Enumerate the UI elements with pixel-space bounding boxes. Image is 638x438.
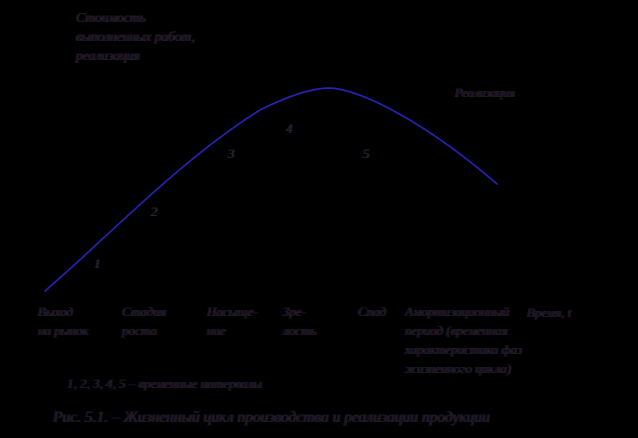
amortization-note-line1: Амортизационный <box>405 304 510 319</box>
stage-label-4-line2: лость <box>283 323 317 338</box>
sales-curve-path <box>44 87 498 292</box>
stage-number-1: 1 <box>94 256 101 271</box>
figure-caption: Рис. 5.1. – Жизненный цикл производства … <box>53 409 490 426</box>
amortization-note: Амортизационный период (временная характ… <box>405 302 522 378</box>
amortization-note-line2: период (временная <box>405 323 508 338</box>
amortization-note-line4: жизненного цикла) <box>405 361 512 376</box>
stage-label-1-line2: на рынок <box>38 323 89 338</box>
stage-label-3-line1: Насыще- <box>207 304 258 319</box>
stage-label-5-line1: Спад <box>358 304 387 319</box>
stage-number-2: 2 <box>151 204 158 219</box>
stage-label-1: Выход на рынок <box>38 302 89 340</box>
x-axis-label: Время, t <box>527 305 572 320</box>
stage-number-5: 5 <box>363 146 370 161</box>
stage-label-5: Спад <box>358 302 386 321</box>
stage-label-4: Зре- лость <box>283 302 316 340</box>
y-axis-label-line1: Стоимость <box>76 10 146 25</box>
stage-label-2-line1: Стадия <box>122 304 167 319</box>
y-axis-label: Стоимость выполненных работ, реализация <box>76 8 195 65</box>
stage-label-4-line1: Зре- <box>283 304 307 319</box>
y-axis-label-line2: выполненных работ, <box>76 29 195 44</box>
stage-label-3-line2: ние <box>207 323 226 338</box>
stage-label-2-line2: роста <box>122 323 157 338</box>
stage-number-3: 3 <box>228 146 235 161</box>
stage-label-3: Насыще- ние <box>207 302 258 340</box>
amortization-note-line3: характеристика фаз <box>405 342 523 357</box>
stage-label-1-line1: Выход <box>38 304 74 319</box>
stage-label-2: Стадия роста <box>122 302 166 340</box>
numbers-legend-note: 1, 2, 3, 4, 5 – временные интервалы <box>67 376 263 391</box>
curve-series-label: Реализация <box>455 86 515 100</box>
stage-number-4: 4 <box>286 121 293 136</box>
y-axis-label-line3: реализация <box>76 48 140 63</box>
